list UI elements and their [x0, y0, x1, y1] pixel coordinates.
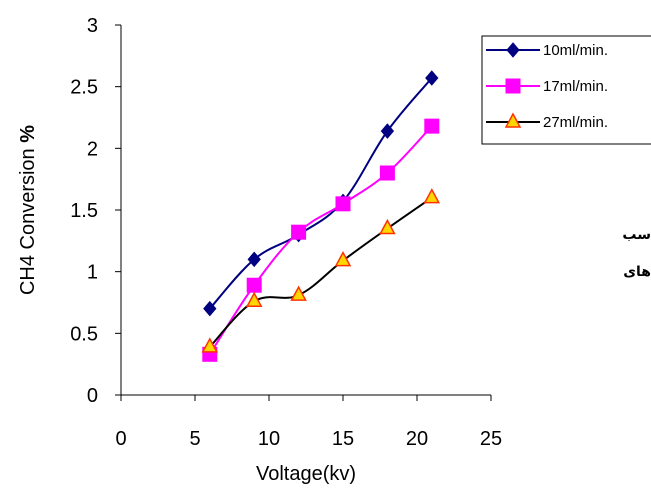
y-axis-title-symbol: %	[17, 125, 39, 143]
x-tick-label: 15	[332, 428, 354, 450]
series-3-point	[423, 188, 441, 204]
series-2-point	[379, 165, 395, 181]
series-markers	[201, 70, 441, 362]
legend-label-2: 17ml/min.	[543, 78, 608, 95]
legend: 10ml/min. 17ml/min. 27ml/min.	[481, 35, 651, 145]
series-3-point	[201, 337, 219, 353]
y-tick-label: 2.5	[70, 77, 98, 99]
series-3-point	[290, 285, 307, 301]
x-tick-label: 10	[258, 428, 280, 450]
x-tick-label: 20	[406, 428, 428, 450]
series-2-point	[424, 118, 440, 134]
series-1-point	[425, 70, 439, 86]
side-text-line-2: های	[623, 264, 651, 280]
y-tick-label: 1.5	[70, 200, 98, 222]
legend-label-3: 27ml/min.	[543, 114, 608, 131]
legend-label-1: 10ml/min.	[543, 42, 608, 59]
legend-marker-2	[505, 78, 521, 94]
x-axis-title: Voltage(kv)	[256, 463, 356, 485]
legend-marker-3	[504, 112, 522, 128]
side-text-line-1: سب	[622, 227, 651, 243]
ticks: 0 5 10 15 20 25 0 0.5 1 1.5 2 2.5 3	[70, 15, 502, 450]
series-3-point	[334, 250, 352, 267]
series-1-point	[380, 123, 395, 139]
y-axis-title-main: CH4 Conversion	[17, 143, 39, 295]
x-tick-label: 5	[189, 428, 200, 450]
y-tick-label: 0	[87, 385, 98, 407]
series-2-point	[246, 277, 262, 293]
series-3-point	[245, 291, 263, 308]
x-tick-label: 0	[115, 428, 126, 450]
x-tick-label: 25	[480, 428, 502, 450]
series-line-1	[209, 77, 433, 310]
legend-marker-1	[506, 42, 520, 58]
y-tick-label: 3	[87, 15, 98, 37]
y-axis-title: CH4 Conversion %	[17, 125, 39, 295]
series-line-2	[208, 125, 433, 355]
series-2-point	[335, 196, 351, 212]
y-tick-label: 1	[87, 262, 98, 284]
y-tick-label: 2	[87, 138, 98, 160]
series-1-point	[203, 300, 217, 317]
series-3-point	[379, 218, 396, 235]
y-tick-label: 0.5	[70, 323, 98, 345]
series-2-point	[291, 224, 307, 240]
series-1-point	[247, 251, 261, 268]
series-lines	[208, 77, 433, 355]
